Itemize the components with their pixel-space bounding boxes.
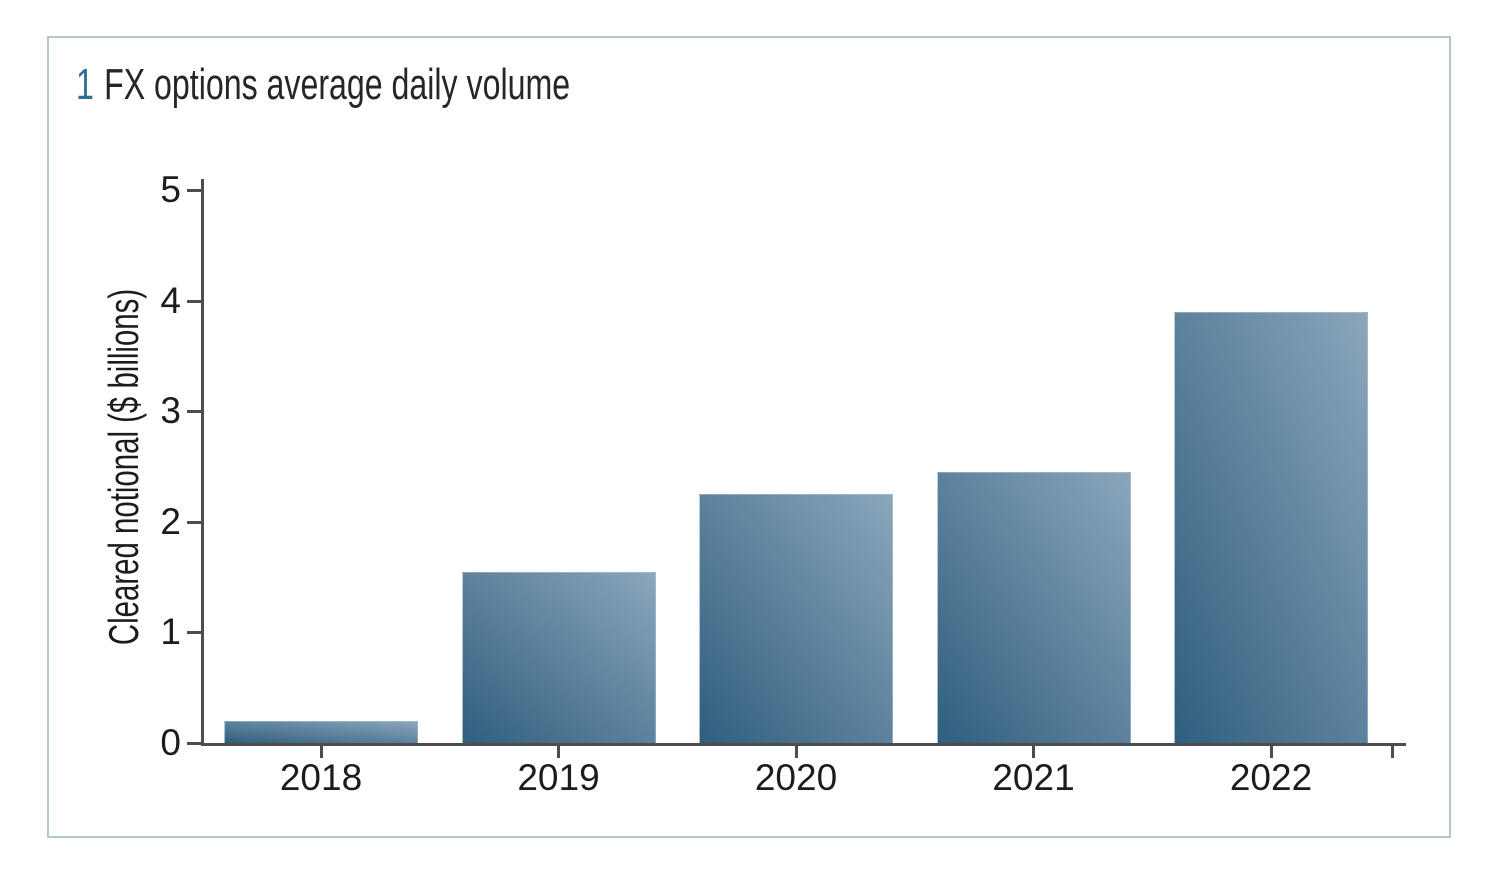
x-tick-mark — [557, 743, 560, 758]
y-tick-mark — [187, 189, 201, 192]
x-tick-mark — [319, 743, 323, 758]
chart-panel: 1 FX options average daily volume Cleared… — [47, 36, 1451, 838]
y-tick-label: 0 — [160, 722, 181, 763]
y-tick-mark — [187, 742, 201, 745]
y-tick-mark — [187, 410, 201, 414]
y-tick-label: 1 — [160, 611, 181, 653]
x-tick-label: 2018 — [279, 757, 363, 798]
x-tick-mark — [794, 743, 798, 758]
bar-2021 — [936, 472, 1131, 743]
y-tick-label: 5 — [160, 169, 181, 210]
chart-title: 1 FX options average daily volume — [76, 60, 570, 111]
figure-title: FX options average daily volume — [104, 60, 571, 109]
x-tick-mark — [1032, 743, 1035, 758]
x-tick-label: 2022 — [1229, 757, 1313, 798]
x-tick-label: 2021 — [992, 757, 1075, 798]
y-tick-mark — [187, 520, 201, 524]
bar-2020 — [699, 494, 893, 743]
x-axis-end-tick-mark — [1390, 743, 1394, 758]
x-tick-mark — [1269, 743, 1273, 758]
x-tick-label: 2019 — [517, 757, 600, 798]
y-tick-mark — [187, 299, 201, 303]
y-tick-label: 2 — [160, 500, 181, 542]
bar-2022 — [1174, 311, 1368, 743]
x-tick-label: 2020 — [754, 757, 838, 798]
bar-2019 — [461, 571, 656, 743]
y-tick-label: 4 — [160, 279, 181, 321]
y-tick-label: 3 — [160, 390, 181, 432]
y-tick-mark — [187, 631, 201, 635]
x-axis-line — [201, 743, 1406, 746]
figure-number: 1 — [76, 60, 94, 109]
y-axis-line — [201, 179, 204, 746]
bar-2018 — [224, 720, 418, 743]
